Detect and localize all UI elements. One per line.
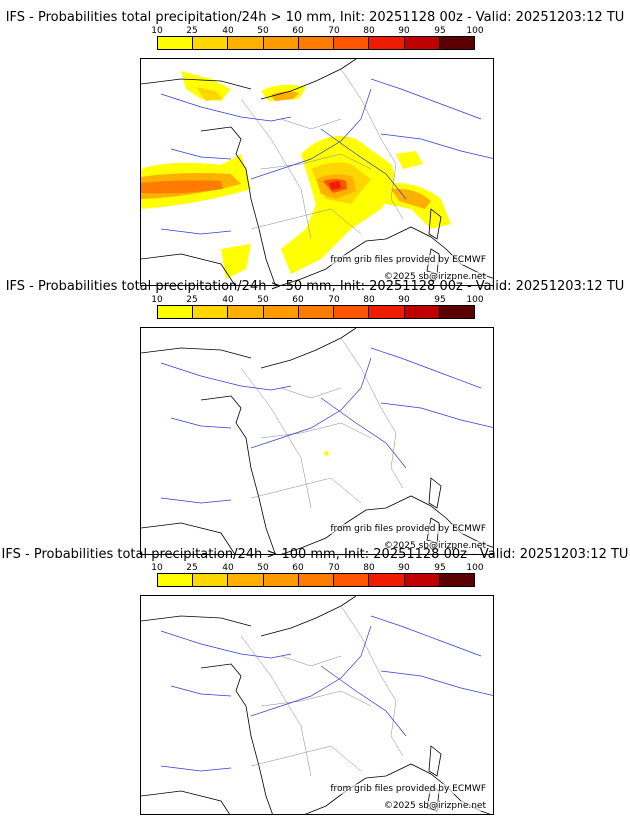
tick-label: 70 — [328, 295, 340, 305]
rivers — [160, 78, 493, 235]
tick-label: 90 — [398, 295, 410, 305]
map-area: from grib files provided by ECMWF ©2025 … — [140, 58, 494, 286]
colorbar-swatch — [403, 36, 439, 50]
colorbar-swatch — [192, 573, 228, 587]
tick-label: 10 — [151, 563, 163, 573]
tick-label: 95 — [434, 563, 446, 573]
source-credit: from grib files provided by ECMWF — [329, 784, 487, 794]
rivers — [160, 347, 493, 504]
map-area: from grib files provided by ECMWF ©2025 … — [140, 327, 494, 555]
copyright-credit: ©2025 sb@irizpne.net — [382, 541, 487, 551]
map-svg — [141, 328, 493, 554]
tick-label: 90 — [398, 563, 410, 573]
colorbar-swatch — [368, 305, 404, 319]
tick-label: 10 — [151, 295, 163, 305]
panel-100mm: IFS - Probabilities total precipitation/… — [0, 547, 630, 817]
tick-label: 50 — [257, 295, 269, 305]
colorbar-swatch — [333, 36, 369, 50]
tick-label: 100 — [466, 563, 484, 573]
coastlines — [141, 328, 493, 554]
colorbar-swatch — [368, 36, 404, 50]
colorbar-swatch — [297, 305, 334, 319]
tick-label: 100 — [466, 26, 484, 36]
map-area: from grib files provided by ECMWF ©2025 … — [140, 595, 494, 815]
tick-label: 70 — [328, 26, 340, 36]
colorbar-swatch — [262, 573, 298, 587]
copyright-credit: ©2025 sb@irizpne.net — [382, 801, 487, 811]
coastlines — [141, 59, 493, 285]
tick-label: 25 — [186, 563, 198, 573]
tick-label: 60 — [292, 563, 304, 573]
map-svg — [141, 59, 493, 285]
panel-50mm: IFS - Probabilities total precipitation/… — [0, 279, 630, 555]
source-credit: from grib files provided by ECMWF — [329, 255, 487, 265]
borders — [240, 605, 404, 777]
colorbar-swatch — [157, 36, 193, 50]
tick-label: 80 — [363, 563, 375, 573]
colorbar-swatch — [297, 36, 334, 50]
colorbar-swatch — [403, 305, 439, 319]
tick-label: 10 — [151, 26, 163, 36]
tick-label: 80 — [363, 26, 375, 36]
tick-label: 50 — [257, 563, 269, 573]
tick-label: 25 — [186, 26, 198, 36]
panel-title: IFS - Probabilities total precipitation/… — [5, 10, 625, 25]
colorbar — [157, 573, 475, 587]
borders — [240, 337, 404, 509]
precip-shading — [324, 451, 329, 456]
panel-10mm: IFS - Probabilities total precipitation/… — [0, 10, 630, 286]
coastlines — [141, 596, 491, 814]
tick-label: 95 — [434, 26, 446, 36]
colorbar-swatch — [157, 305, 193, 319]
panel-title: IFS - Probabilities total precipitation/… — [5, 279, 625, 294]
colorbar-swatch — [262, 36, 298, 50]
copyright-credit: ©2025 sb@irizpne.net — [382, 272, 487, 282]
colorbar-swatch — [227, 573, 263, 587]
map-svg — [141, 596, 493, 814]
colorbar-swatch — [333, 305, 369, 319]
tick-label: 40 — [222, 26, 234, 36]
colorbar-swatch — [438, 573, 475, 587]
tick-label: 40 — [222, 295, 234, 305]
precip-shading — [141, 71, 451, 279]
rivers — [160, 615, 493, 772]
tick-label: 60 — [292, 295, 304, 305]
colorbar-swatch — [333, 573, 369, 587]
colorbar-swatch — [227, 36, 263, 50]
tick-label: 100 — [466, 295, 484, 305]
colorbar-swatch — [192, 305, 228, 319]
tick-label: 50 — [257, 26, 269, 36]
source-credit: from grib files provided by ECMWF — [329, 524, 487, 534]
colorbar-tick-labels: 10 25 40 50 60 70 80 90 95 100 — [0, 295, 630, 307]
colorbar-swatch — [192, 36, 228, 50]
tick-label: 95 — [434, 295, 446, 305]
colorbar-swatch — [403, 573, 439, 587]
tick-label: 70 — [328, 563, 340, 573]
colorbar-swatch — [297, 573, 334, 587]
tick-label: 60 — [292, 26, 304, 36]
colorbar-tick-labels: 10 25 40 50 60 70 80 90 95 100 — [0, 26, 630, 38]
colorbar-swatch — [368, 573, 404, 587]
colorbar-swatch — [227, 305, 263, 319]
colorbar-swatch — [157, 573, 193, 587]
colorbar — [157, 305, 475, 319]
tick-label: 40 — [222, 563, 234, 573]
colorbar-swatch — [262, 305, 298, 319]
colorbar-swatch — [438, 36, 475, 50]
panel-title: IFS - Probabilities total precipitation/… — [1, 547, 629, 562]
colorbar-tick-labels: 10 25 40 50 60 70 80 90 95 100 — [0, 563, 630, 575]
tick-label: 80 — [363, 295, 375, 305]
colorbar-swatch — [438, 305, 475, 319]
tick-label: 25 — [186, 295, 198, 305]
colorbar — [157, 36, 475, 50]
tick-label: 90 — [398, 26, 410, 36]
